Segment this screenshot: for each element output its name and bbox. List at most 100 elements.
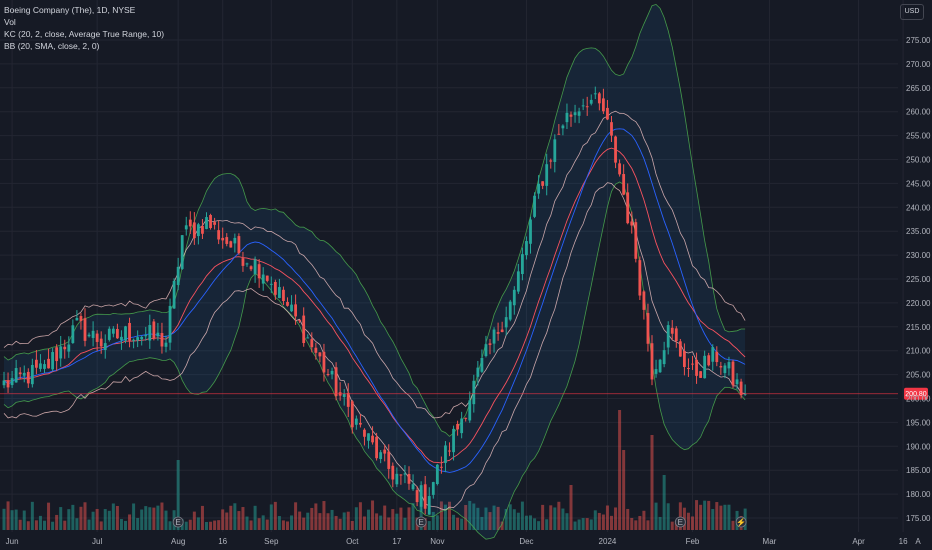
candle (160, 322, 164, 354)
candle-body (346, 392, 350, 407)
volume-bar (662, 475, 666, 530)
candle (257, 259, 261, 288)
legend-symbol[interactable]: Boeing Company (The), 1D, NYSE (4, 5, 136, 15)
legend-keltner[interactable]: KC (20, 2, close, Average True Range, 10… (4, 29, 165, 39)
earnings-marker-icon[interactable]: E (674, 516, 686, 528)
volume-bar (10, 510, 14, 530)
dividend-marker-icon[interactable]: ⚡ (735, 516, 747, 528)
candle-body (278, 287, 281, 299)
event-markers[interactable]: E E E ⚡ (172, 516, 747, 528)
volume-bar (51, 521, 55, 530)
candle (577, 107, 581, 124)
volume-bar (2, 508, 6, 530)
candle (731, 359, 735, 388)
candle (188, 211, 192, 234)
volume-bar (205, 521, 208, 530)
candle-body (638, 260, 642, 296)
candle (606, 100, 609, 121)
candle-body (265, 275, 269, 281)
volume-bar (95, 508, 99, 530)
candle-body (610, 122, 613, 136)
candle-body (39, 363, 42, 369)
candle-body (160, 333, 164, 347)
candle (525, 236, 528, 260)
volume-bar (399, 507, 403, 530)
candle-body (403, 473, 407, 475)
y-tick-label: 255.00 (906, 132, 931, 141)
volume-bar (71, 504, 75, 530)
candle-body (537, 183, 540, 194)
candle-body (47, 358, 50, 369)
volume-bar (55, 514, 59, 530)
volume-bar (18, 519, 22, 530)
legend-volume[interactable]: Vol (4, 17, 16, 27)
candle (549, 158, 553, 169)
auto-scale-icon[interactable]: A (915, 537, 921, 546)
candle-body (298, 320, 302, 322)
volume-bar (63, 520, 67, 530)
volume-bar (411, 503, 415, 530)
volume-bar (407, 507, 411, 530)
candle (654, 359, 658, 378)
y-tick-label: 205.00 (906, 371, 931, 380)
candle (407, 466, 411, 490)
volume-bar (703, 500, 707, 530)
candle-body (597, 93, 601, 104)
price-label-bg (904, 387, 928, 400)
candle (618, 159, 621, 177)
earnings-marker-icon[interactable]: E (415, 516, 427, 528)
candle (537, 175, 540, 199)
candle (666, 321, 670, 355)
volume-bar (537, 521, 541, 530)
candle-body (444, 445, 447, 463)
volume-bar (524, 515, 528, 530)
candle-body (553, 139, 557, 162)
candle (565, 103, 569, 130)
candle (435, 463, 439, 486)
currency-button[interactable]: USD (900, 4, 924, 20)
volume-bar (314, 503, 318, 530)
x-tick-label: 16 (899, 537, 908, 546)
candle-body (521, 254, 524, 275)
volume-bar (492, 505, 496, 530)
candle-body (136, 337, 140, 341)
candle (411, 474, 415, 491)
candle-body (723, 365, 727, 374)
y-tick-label: 220.00 (906, 299, 931, 308)
volume-bar (168, 521, 172, 530)
candle (573, 104, 577, 123)
candle (39, 354, 42, 372)
candle-body (496, 332, 500, 334)
candle-body (156, 332, 160, 337)
volume-bar (188, 519, 192, 530)
volume-bar (658, 516, 662, 530)
candle (707, 352, 711, 367)
volume-bar (265, 519, 269, 530)
legend-bollinger[interactable]: BB (20, SMA, close, 2, 0) (4, 41, 100, 51)
price-label: 200.80 (905, 391, 927, 398)
candle-body (739, 381, 743, 396)
candle-body (213, 222, 216, 225)
candle-body (95, 333, 99, 342)
chart-legend: Boeing Company (The), 1D, NYSE Vol KC (2… (4, 4, 164, 52)
candle (229, 240, 233, 248)
volume-bar (642, 510, 646, 530)
volume-bar (221, 509, 225, 530)
candle (273, 279, 277, 300)
price-axis[interactable]: 175.00 180.00 185.00 190.00 195.00 200.00 205.… (906, 36, 931, 523)
volume-bar (549, 505, 553, 530)
candle-body (132, 339, 135, 341)
candle (51, 348, 54, 372)
candle (18, 367, 22, 380)
marker-circle (735, 516, 747, 528)
time-axis[interactable]: Jun Jul Aug 16 Sep Oct 17 Nov Dec 2024 Feb Mar Apr 16… (6, 537, 922, 546)
candle (492, 327, 496, 353)
earnings-marker-icon[interactable]: E (172, 516, 184, 528)
volume-bar (719, 505, 723, 530)
candle (148, 314, 152, 349)
volume-bar (103, 509, 107, 530)
candle-body (111, 328, 115, 334)
candle (553, 134, 557, 173)
candle (622, 164, 626, 196)
